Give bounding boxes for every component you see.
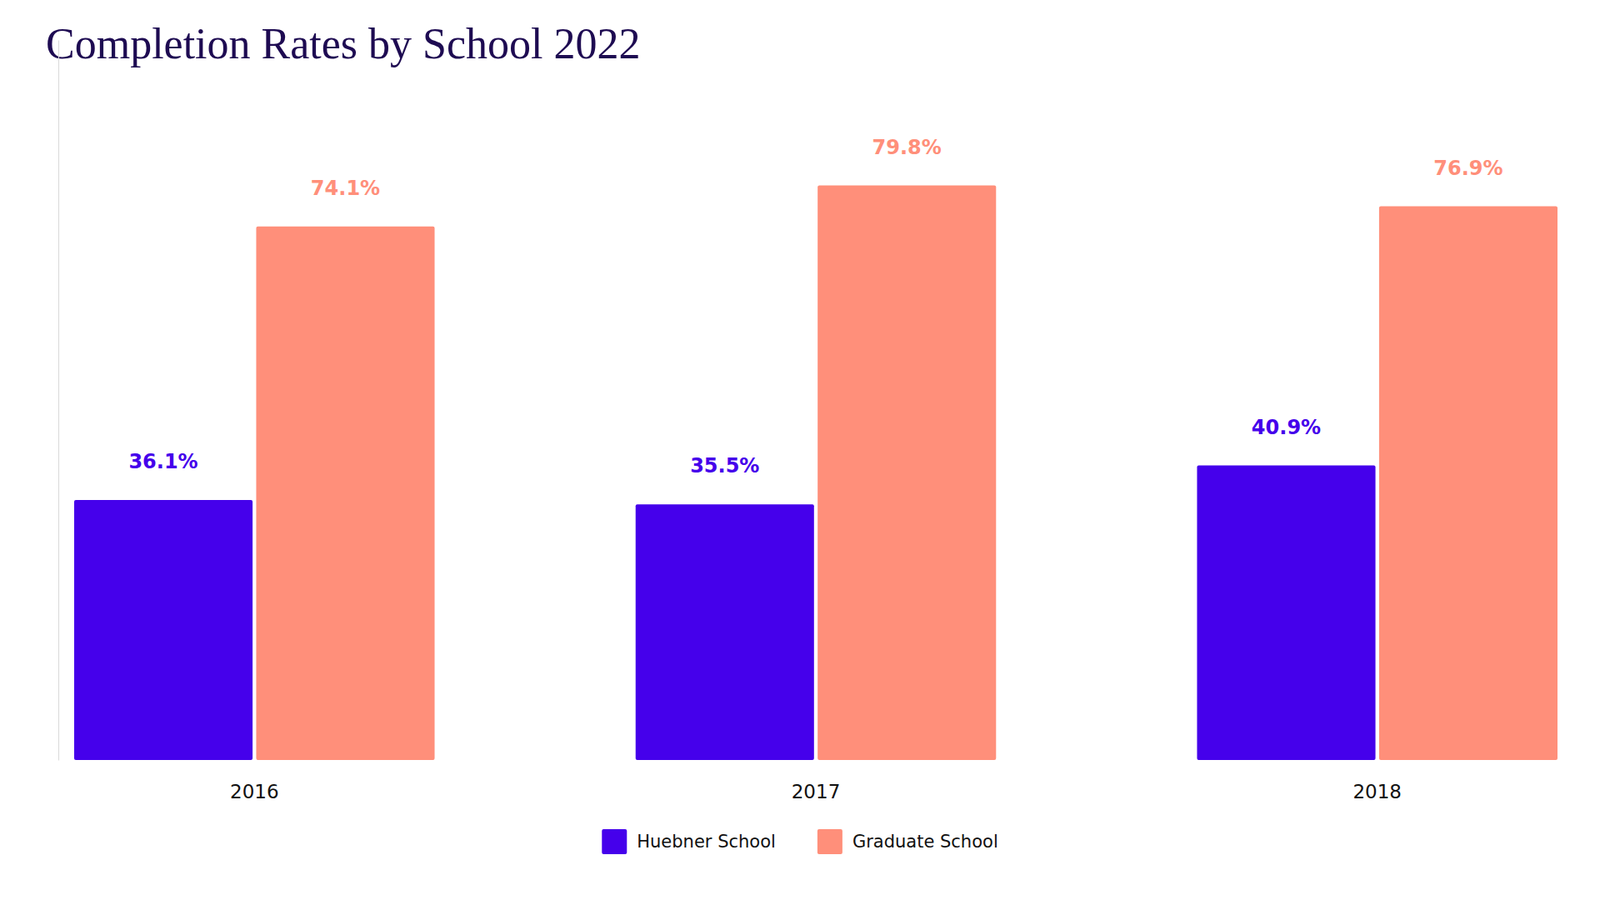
bar — [635, 504, 815, 760]
legend-swatch — [601, 829, 627, 855]
data-label: 76.9% — [1433, 156, 1503, 180]
legend-label: Huebner School — [636, 831, 776, 852]
y-axis — [58, 40, 60, 761]
y-axis-line — [58, 40, 60, 761]
bar — [817, 185, 996, 760]
bar — [1379, 206, 1558, 760]
x-tick-label: 2017 — [791, 780, 841, 803]
data-label: 36.1% — [128, 450, 198, 474]
title: Completion Rates by School 2022 — [45, 20, 641, 68]
legend-label: Graduate School — [852, 831, 999, 852]
x-axis-line — [75, 760, 1559, 761]
legend-swatch — [817, 829, 843, 855]
x-axis: 2016 2017 2018 — [75, 760, 1559, 803]
data-labels: 36.1% 35.5% 40.9% 74.1% 79.8% 76.9% — [128, 135, 1503, 479]
bar — [74, 500, 253, 760]
bars — [74, 185, 1558, 760]
x-tick: 2017 — [791, 760, 841, 803]
x-tick-label: 2016 — [230, 780, 280, 803]
bar — [255, 226, 435, 760]
chart: Completion Rates by School 2022 36.1% 35.5… — [0, 0, 1600, 900]
legend: Huebner School Graduate School — [601, 829, 998, 855]
x-tick-label: 2018 — [1352, 780, 1402, 803]
data-label: 79.8% — [872, 135, 942, 160]
x-tick: 2018 — [1352, 760, 1402, 803]
data-label: 35.5% — [690, 454, 760, 478]
bar — [1196, 465, 1375, 760]
legend-item: Huebner School — [601, 829, 776, 855]
x-tick: 2016 — [230, 760, 280, 803]
data-label: 40.9% — [1251, 415, 1321, 440]
data-label: 74.1% — [310, 176, 380, 200]
legend-item: Graduate School — [817, 829, 999, 855]
